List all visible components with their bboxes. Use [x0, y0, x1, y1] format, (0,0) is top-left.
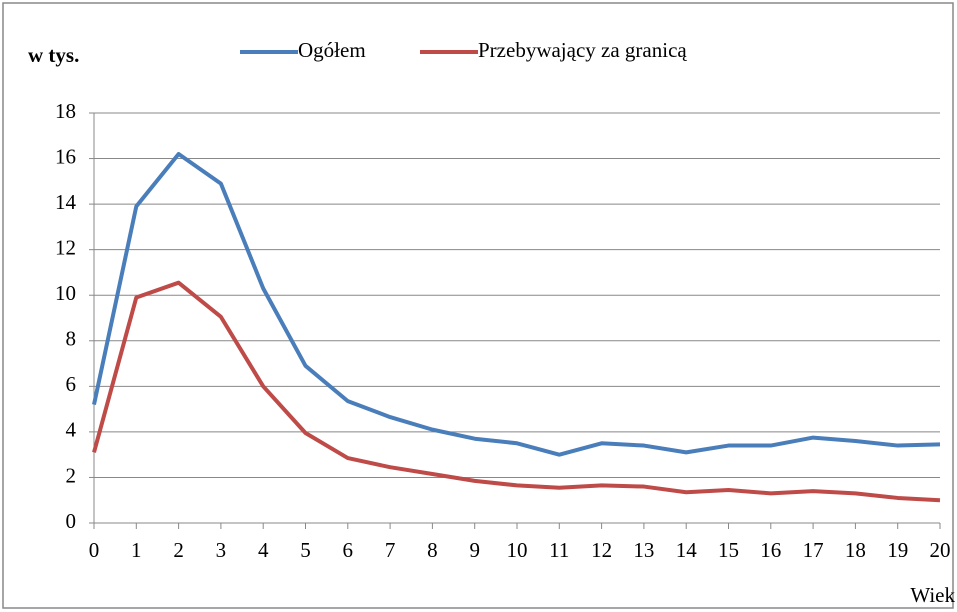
y-tick-label: 0	[66, 509, 77, 533]
y-tick-label: 4	[66, 418, 77, 442]
x-tick-label: 9	[469, 538, 480, 562]
y-tick-label: 12	[55, 235, 76, 259]
legend-label: Przebywający za granicą	[478, 38, 687, 62]
x-tick-label: 15	[718, 538, 739, 562]
x-tick-label: 4	[258, 538, 269, 562]
x-tick-label: 1	[131, 538, 142, 562]
x-tick-label: 3	[216, 538, 227, 562]
x-tick-label: 13	[633, 538, 654, 562]
x-tick-label: 2	[173, 538, 184, 562]
x-tick-label: 8	[427, 538, 438, 562]
x-tick-label: 5	[300, 538, 311, 562]
x-tick-label: 0	[89, 538, 100, 562]
y-tick-label: 8	[66, 327, 77, 351]
y-tick-label: 2	[66, 463, 77, 487]
legend-label: Ogółem	[298, 38, 366, 62]
y-tick-label: 10	[55, 281, 76, 305]
x-tick-label: 16	[760, 538, 781, 562]
x-tick-label: 11	[549, 538, 569, 562]
x-tick-label: 17	[803, 538, 824, 562]
x-tick-label: 14	[676, 538, 698, 562]
y-tick-label: 18	[55, 99, 76, 123]
series-line	[92, 280, 941, 503]
x-tick-label: 18	[845, 538, 866, 562]
x-tick-label: 7	[385, 538, 396, 562]
x-axis-label: Wiek	[910, 583, 955, 607]
x-tick-label: 20	[930, 538, 951, 562]
y-tick-label: 14	[55, 190, 77, 214]
series-line	[92, 152, 941, 457]
x-tick-label: 12	[591, 538, 612, 562]
x-tick-label: 10	[507, 538, 528, 562]
chart-title: w tys.	[28, 43, 79, 67]
y-tick-label: 16	[55, 144, 76, 168]
y-tick-label: 6	[66, 372, 77, 396]
x-tick-label: 19	[887, 538, 908, 562]
x-tick-label: 6	[343, 538, 354, 562]
